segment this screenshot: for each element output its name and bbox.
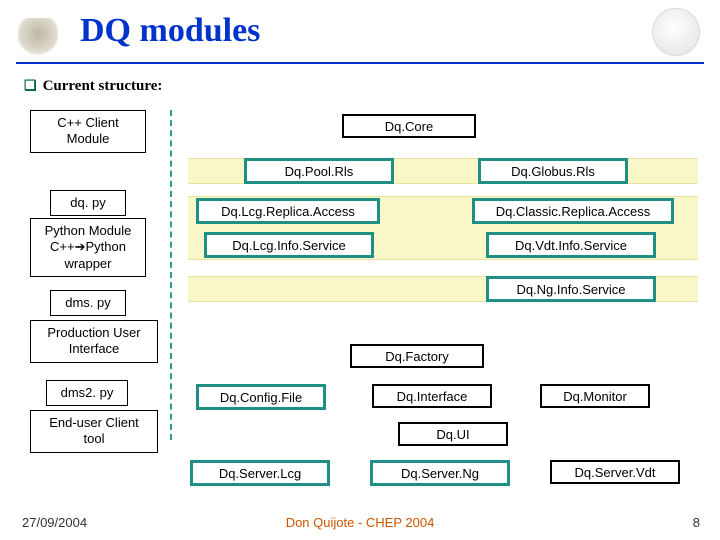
title-underline [16,62,704,64]
dashed-separator [170,110,172,440]
box-dqvdtinfo: Dq.Vdt.Info.Service [486,232,656,258]
footer-conference: Don Quijote - CHEP 2004 [0,515,720,530]
footer-page-number: 8 [693,515,700,530]
box-dqmonitor: Dq.Monitor [540,384,650,408]
box-dqserverlcg: Dq.Server.Lcg [190,460,330,486]
atlas-logo-left [18,18,58,58]
box-dqclassicreplica: Dq.Classic.Replica.Access [472,198,674,224]
left-dms-py: dms. py [50,290,126,316]
left-python-module: Python ModuleC++➔Pythonwrapper [30,218,146,277]
page-title: DQ modules [80,12,260,50]
box-dqfactory: Dq.Factory [350,344,484,368]
left-dms2-py: dms2. py [46,380,128,406]
box-dqcore: Dq.Core [342,114,476,138]
globe-logo-right [652,8,700,56]
box-dqlcgreplica: Dq.Lcg.Replica.Access [196,198,380,224]
box-dqpoolrls: Dq.Pool.Rls [244,158,394,184]
left-cpp-client-module: C++ ClientModule [30,110,146,153]
box-dqglobusrls: Dq.Globus.Rls [478,158,628,184]
box-dqlcginfo: Dq.Lcg.Info.Service [204,232,374,258]
bullet-current-structure: Current structure: [24,78,162,95]
box-dqnginfo: Dq.Ng.Info.Service [486,276,656,302]
box-dqconfigfile: Dq.Config.File [196,384,326,410]
left-enduser-tool: End-user Clienttool [30,410,158,453]
box-dqserverng: Dq.Server.Ng [370,460,510,486]
box-dqinterface: Dq.Interface [372,384,492,408]
box-dqui: Dq.UI [398,422,508,446]
left-production-ui: Production UserInterface [30,320,158,363]
box-dqservervdt: Dq.Server.Vdt [550,460,680,484]
left-dq-py: dq. py [50,190,126,216]
